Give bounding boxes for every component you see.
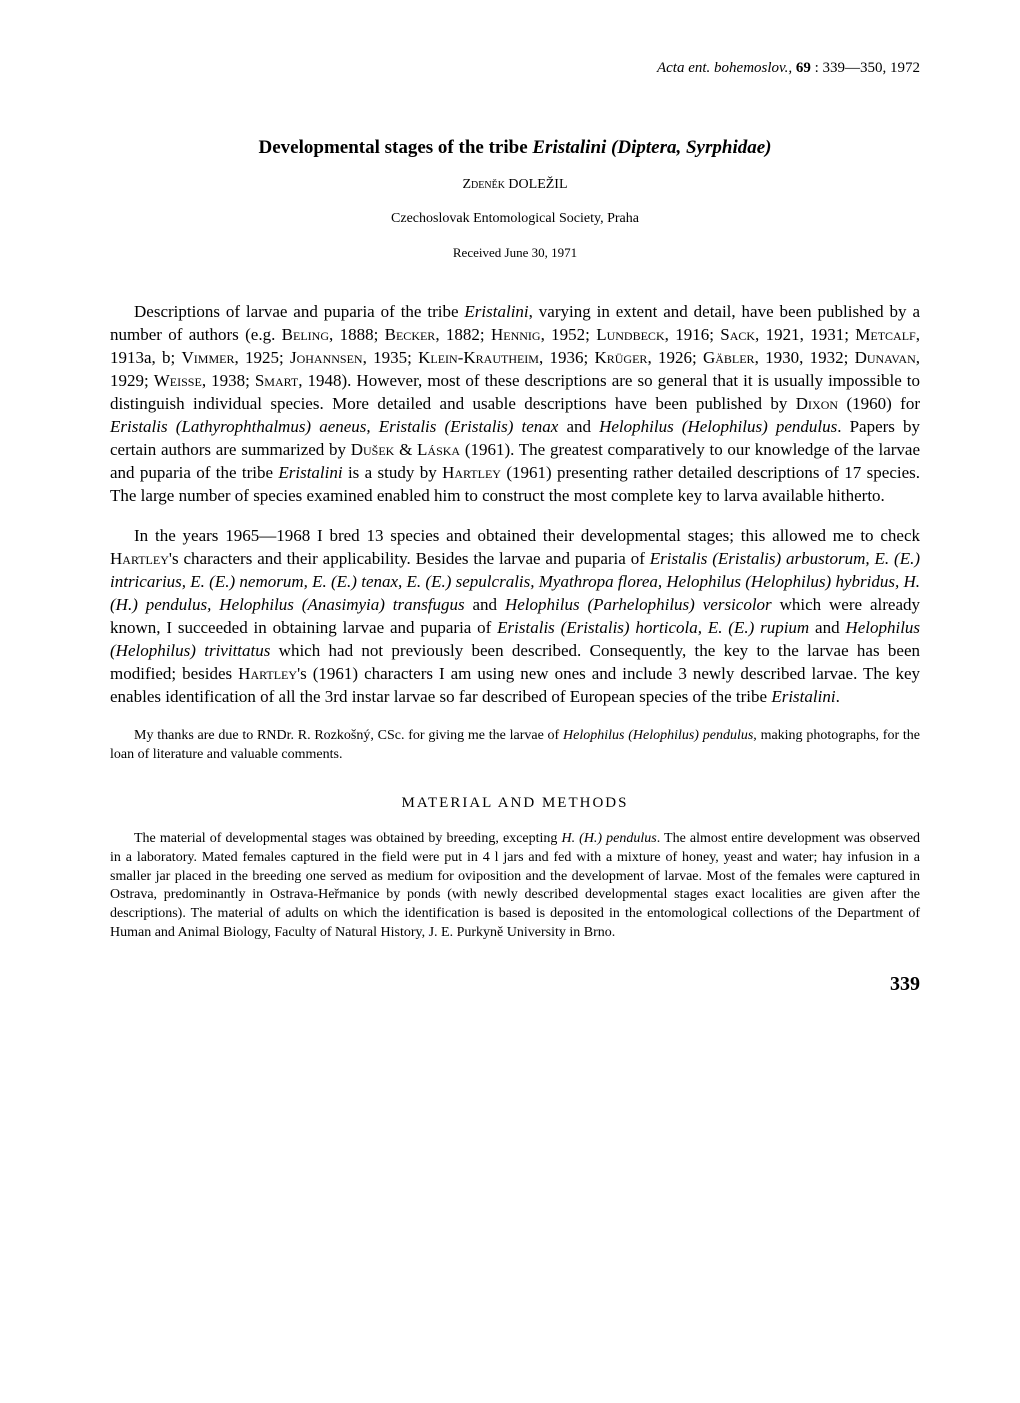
methods-paragraph: The material of developmental stages was… xyxy=(110,830,920,943)
introduction-paragraph-1: Descriptions of larvae and puparia of th… xyxy=(110,301,920,507)
author-affiliation: Czechoslovak Entomological Society, Prah… xyxy=(110,211,920,227)
author-name: Zdeněk DOLEŽIL xyxy=(110,177,920,193)
introduction-paragraph-2: In the years 1965—1968 I bred 13 species… xyxy=(110,525,920,709)
page-number: 339 xyxy=(110,973,920,996)
page-range: : 339—350, xyxy=(815,60,887,76)
volume-number: 69 xyxy=(796,60,811,76)
title-taxon: Eristalini (Diptera, Syrphidae) xyxy=(532,137,771,158)
journal-citation: Acta ent. bohemoslov., 69 : 339—350, 197… xyxy=(110,60,920,77)
article-title: Developmental stages of the tribe Erista… xyxy=(110,137,920,159)
journal-name: Acta ent. bohemoslov., xyxy=(657,60,792,76)
section-heading-methods: MATERIAL AND METHODS xyxy=(110,795,920,812)
publication-year: 1972 xyxy=(890,60,920,76)
received-date: Received June 30, 1971 xyxy=(110,245,920,261)
acknowledgment-text: My thanks are due to RNDr. R. Rozkošný, … xyxy=(110,727,920,765)
title-prefix: Developmental stages of the tribe xyxy=(259,137,533,158)
